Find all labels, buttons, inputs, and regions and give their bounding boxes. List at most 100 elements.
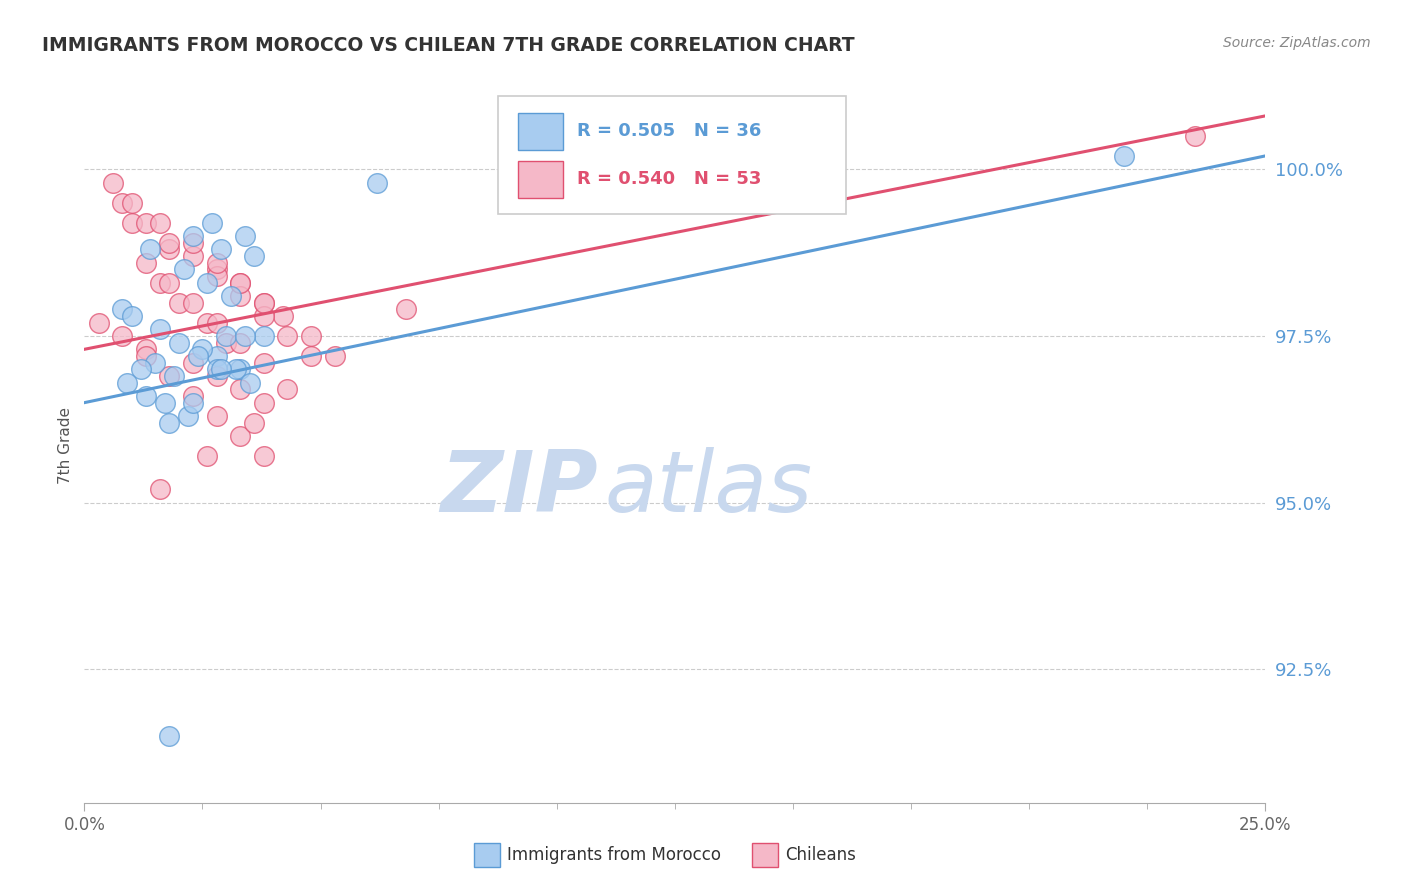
Point xyxy=(167,295,190,310)
Point xyxy=(157,276,180,290)
Point xyxy=(129,362,152,376)
Point xyxy=(135,216,157,230)
Point xyxy=(101,176,124,190)
Y-axis label: 7th Grade: 7th Grade xyxy=(58,408,73,484)
Point xyxy=(149,322,172,336)
Point xyxy=(243,249,266,263)
Point xyxy=(157,242,180,256)
Point xyxy=(181,228,204,243)
Point xyxy=(209,242,232,256)
Point xyxy=(299,329,322,343)
Point xyxy=(205,255,228,269)
Point xyxy=(121,216,143,230)
Point xyxy=(366,176,388,190)
Point xyxy=(1112,149,1135,163)
Point xyxy=(111,329,134,343)
Point xyxy=(253,295,276,310)
Point xyxy=(157,235,180,250)
Point xyxy=(87,316,110,330)
Point xyxy=(205,268,228,283)
Text: Immigrants from Morocco: Immigrants from Morocco xyxy=(508,846,721,863)
Point xyxy=(201,216,224,230)
Bar xyxy=(474,843,501,867)
Text: R = 0.505   N = 36: R = 0.505 N = 36 xyxy=(576,122,761,140)
Point xyxy=(1184,128,1206,143)
Point xyxy=(229,276,252,290)
Point xyxy=(229,382,252,396)
Point xyxy=(191,343,214,357)
Point xyxy=(181,249,204,263)
Point xyxy=(209,362,232,376)
Point xyxy=(153,395,176,409)
Point xyxy=(135,389,157,403)
Point xyxy=(157,416,180,430)
Point xyxy=(181,295,204,310)
Point xyxy=(205,409,228,423)
Point xyxy=(276,329,298,343)
Point xyxy=(233,329,256,343)
Point xyxy=(323,349,346,363)
Point xyxy=(299,349,322,363)
Text: ZIP: ZIP xyxy=(440,447,598,531)
Point xyxy=(195,316,218,330)
Point xyxy=(187,349,209,363)
Point xyxy=(157,729,180,743)
Point xyxy=(229,276,252,290)
Point xyxy=(135,343,157,357)
Text: IMMIGRANTS FROM MOROCCO VS CHILEAN 7TH GRADE CORRELATION CHART: IMMIGRANTS FROM MOROCCO VS CHILEAN 7TH G… xyxy=(42,36,855,54)
Point xyxy=(239,376,262,390)
Point xyxy=(181,389,204,403)
Point xyxy=(253,295,276,310)
Point xyxy=(225,362,247,376)
Point xyxy=(229,335,252,350)
Text: Chileans: Chileans xyxy=(785,846,856,863)
Point xyxy=(229,362,252,376)
Point xyxy=(271,309,294,323)
Point xyxy=(177,409,200,423)
Point xyxy=(149,276,172,290)
Point xyxy=(149,483,172,497)
Point xyxy=(181,235,204,250)
Point xyxy=(163,368,186,383)
Point xyxy=(205,316,228,330)
Point xyxy=(135,349,157,363)
Point xyxy=(205,368,228,383)
Point xyxy=(135,255,157,269)
Point xyxy=(215,329,238,343)
Bar xyxy=(752,843,778,867)
Point xyxy=(167,335,190,350)
Point xyxy=(229,289,252,303)
Point xyxy=(149,216,172,230)
Point xyxy=(139,242,162,256)
FancyBboxPatch shape xyxy=(498,96,846,214)
Text: atlas: atlas xyxy=(605,447,813,531)
Point xyxy=(121,195,143,210)
Point xyxy=(205,262,228,277)
Point xyxy=(253,449,276,463)
Point xyxy=(253,309,276,323)
Text: R = 0.540   N = 53: R = 0.540 N = 53 xyxy=(576,170,761,188)
Bar xyxy=(517,161,562,198)
Point xyxy=(233,228,256,243)
Point xyxy=(229,429,252,443)
Point xyxy=(181,356,204,370)
Point xyxy=(253,395,276,409)
Point xyxy=(143,356,166,370)
Point xyxy=(205,349,228,363)
Point xyxy=(111,195,134,210)
Point xyxy=(157,368,180,383)
Text: Source: ZipAtlas.com: Source: ZipAtlas.com xyxy=(1223,36,1371,50)
Point xyxy=(205,362,228,376)
Point xyxy=(253,356,276,370)
Point xyxy=(195,449,218,463)
Point xyxy=(243,416,266,430)
Point xyxy=(253,329,276,343)
Point xyxy=(181,395,204,409)
Point xyxy=(219,289,242,303)
Bar xyxy=(517,112,562,150)
Point xyxy=(173,262,195,277)
Point xyxy=(215,335,238,350)
Point xyxy=(111,302,134,317)
Point xyxy=(394,302,416,317)
Point xyxy=(195,276,218,290)
